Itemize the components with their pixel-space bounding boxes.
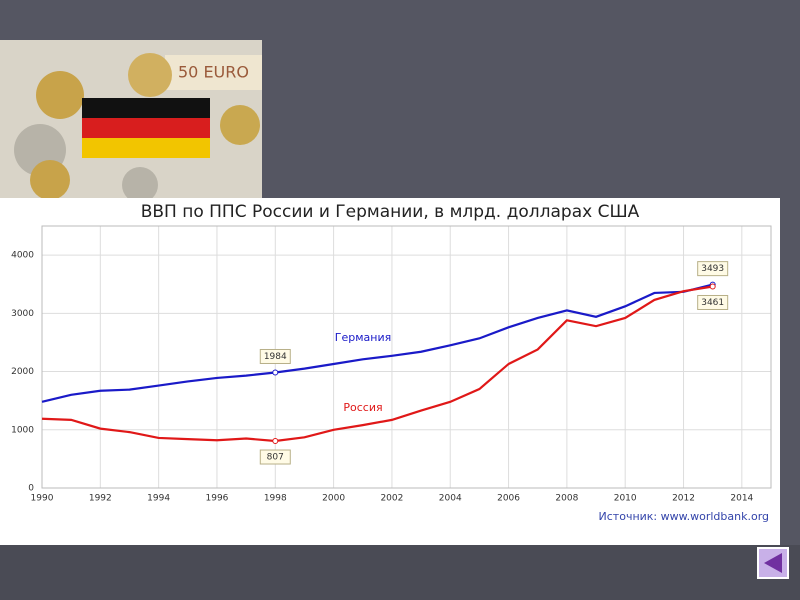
x-tick-label: 1992 xyxy=(89,494,112,504)
series-label: Германия xyxy=(335,331,391,344)
x-tick-label: 1990 xyxy=(31,494,54,504)
y-tick-label: 1000 xyxy=(11,425,34,435)
y-tick-label: 0 xyxy=(28,484,34,494)
x-tick-label: 1994 xyxy=(147,494,170,504)
x-tick-label: 2006 xyxy=(497,494,520,504)
x-tick-label: 2008 xyxy=(555,494,578,504)
x-tick-label: 1998 xyxy=(264,494,287,504)
series-line xyxy=(41,285,713,443)
label-box xyxy=(697,294,729,310)
data-label: 3461 xyxy=(701,298,724,308)
series-line xyxy=(41,283,713,403)
data-label: 1984 xyxy=(264,352,287,362)
x-tick-label: 2000 xyxy=(322,494,345,504)
footer-band xyxy=(0,545,800,600)
y-tick-label: 4000 xyxy=(11,251,34,261)
chart-title: ВВП по ППС России и Германии, в млрд. до… xyxy=(141,202,640,222)
label-box xyxy=(259,348,291,364)
data-label: 3493 xyxy=(701,264,724,274)
data-point xyxy=(709,283,716,290)
svg-text:50 EURO: 50 EURO xyxy=(178,63,249,82)
x-tick-label: 2004 xyxy=(439,494,462,504)
photo: 50 EURO xyxy=(0,40,262,203)
x-tick-label: 2012 xyxy=(672,494,695,504)
x-tick-label: 2010 xyxy=(614,494,637,504)
x-tick-label: 2002 xyxy=(380,494,403,504)
series-label: Россия xyxy=(343,401,382,414)
x-tick-label: 2014 xyxy=(730,494,753,504)
label-box xyxy=(697,261,729,277)
nav-button[interactable] xyxy=(757,547,789,579)
data-point xyxy=(272,369,279,376)
source-note: Источник: www.worldbank.org xyxy=(599,510,769,523)
label-box xyxy=(259,449,291,465)
plot-frame xyxy=(41,225,772,489)
x-tick-label: 1996 xyxy=(206,494,229,504)
y-tick-label: 2000 xyxy=(11,367,34,377)
y-tick-label: 3000 xyxy=(11,309,34,319)
data-point xyxy=(272,438,279,445)
data-label: 807 xyxy=(267,453,284,463)
